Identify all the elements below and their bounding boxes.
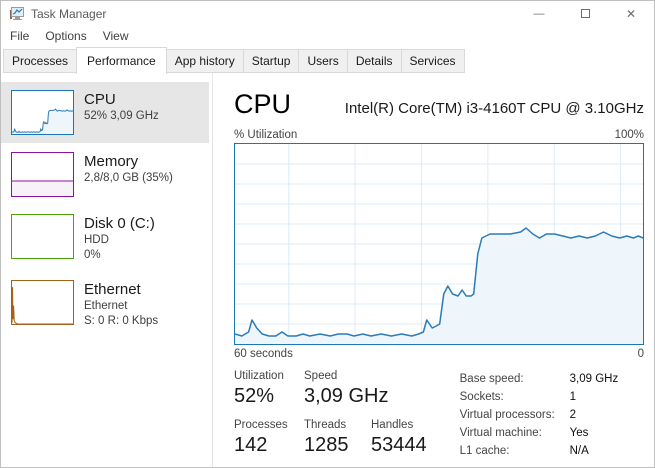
minimize-icon: — [533, 7, 545, 20]
sidebar-cpu-stats: 52% 3,09 GHz [84, 110, 159, 122]
sidebar-item-ethernet[interactable]: Ethernet Ethernet S: 0 R: 0 Kbps [1, 272, 209, 337]
tab-startup[interactable]: Startup [242, 49, 300, 73]
chart-x-right-label: 0 [637, 348, 644, 360]
cpu-stats: Utilization 52% Speed 3,09 GHz Processes… [234, 369, 644, 460]
maximize-button[interactable] [562, 1, 608, 26]
window-title: Task Manager [31, 6, 107, 21]
sidebar-ethernet-title: Ethernet [84, 281, 141, 298]
menu-view[interactable]: View [102, 29, 129, 43]
stat-sockets: Sockets: 1 [459, 391, 577, 403]
window-controls: — ✕ [516, 1, 654, 26]
minimize-button[interactable]: — [516, 1, 562, 26]
stat-threads: Threads 1285 [304, 419, 349, 456]
title-bar: Task Manager — ✕ [1, 1, 654, 26]
sidebar-disk-title: Disk 0 (C:) [84, 215, 155, 232]
stat-virtual-machine: Virtual machine: Yes [459, 427, 589, 439]
stat-base-speed: Base speed: 3,09 GHz [459, 373, 619, 385]
tab-performance[interactable]: Performance [76, 47, 167, 74]
tab-users[interactable]: Users [298, 49, 348, 73]
sidebar-ethernet-name: Ethernet [84, 300, 128, 312]
task-manager-icon [10, 7, 24, 20]
tab-processes[interactable]: Processes [3, 49, 78, 73]
tab-app-history[interactable]: App history [165, 49, 244, 73]
sidebar-item-cpu[interactable]: CPU 52% 3,09 GHz [1, 82, 209, 143]
stat-speed: Speed 3,09 GHz [304, 370, 389, 407]
stat-utilization: Utilization 52% [234, 370, 284, 407]
cpu-model-name: Intel(R) Core(TM) i3-4160T CPU @ 3.10GHz [344, 100, 644, 117]
sidebar-memory-stats: 2,8/8,0 GB (35%) [84, 172, 173, 184]
sidebar-cpu-title: CPU [84, 91, 116, 108]
cpu-utilization-chart [234, 143, 644, 345]
cpu-mini-chart [11, 90, 74, 135]
stat-processes: Processes 142 [234, 419, 288, 456]
tab-services[interactable]: Services [400, 49, 465, 73]
stat-l1-cache: L1 cache: N/A [459, 445, 589, 457]
tab-strip: Processes Performance App history Startu… [1, 46, 654, 74]
menu-options[interactable]: Options [45, 29, 87, 43]
stat-virtual-processors: Virtual processors: 2 [459, 409, 577, 421]
chart-y-axis-label: % Utilization [234, 129, 298, 141]
cpu-detail-panel: CPU Intel(R) Core(TM) i3-4160T CPU @ 3.1… [213, 73, 654, 467]
sidebar-ethernet-rates: S: 0 R: 0 Kbps [84, 315, 159, 327]
sidebar-item-memory[interactable]: Memory 2,8/8,0 GB (35%) [1, 144, 209, 205]
chart-x-left-label: 60 seconds [234, 348, 293, 360]
close-icon: ✕ [625, 6, 637, 21]
sidebar-disk-type: HDD [84, 234, 109, 246]
sidebar-disk-usage: 0% [84, 249, 101, 261]
performance-sidebar: CPU 52% 3,09 GHz Memory 2,8/8,0 GB (35%)… [1, 73, 213, 467]
menu-file[interactable]: File [10, 29, 30, 43]
maximize-icon [580, 9, 590, 18]
tab-details[interactable]: Details [346, 49, 402, 73]
close-button[interactable]: ✕ [608, 1, 654, 26]
ethernet-mini-chart [11, 280, 74, 325]
menu-bar: File Options View [1, 26, 654, 46]
disk-mini-chart [11, 214, 74, 259]
sidebar-item-disk[interactable]: Disk 0 (C:) HDD 0% [1, 206, 209, 271]
memory-mini-chart [11, 152, 74, 197]
panel-title: CPU [234, 89, 292, 119]
content-area: CPU 52% 3,09 GHz Memory 2,8/8,0 GB (35%)… [1, 73, 654, 467]
stat-handles: Handles 53444 [371, 419, 427, 456]
sidebar-memory-title: Memory [84, 153, 139, 170]
chart-y-max-label: 100% [614, 129, 644, 141]
